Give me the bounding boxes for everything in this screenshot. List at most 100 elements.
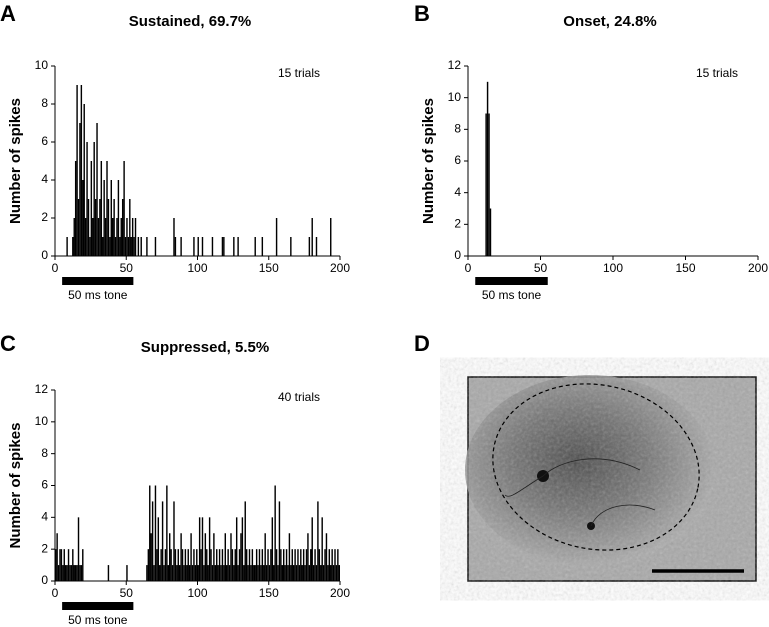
bar [318,549,321,581]
bar [186,565,188,581]
bar [103,180,105,256]
bar [238,549,241,581]
bar [220,565,222,581]
bar [244,501,246,581]
bar [248,549,251,581]
bar [204,533,207,581]
x-tick-label: 50 [120,586,134,600]
bar [325,533,328,581]
bar [80,565,83,581]
bar [217,565,219,581]
x-tick-label: 50 [534,261,548,275]
x-tick-label: 200 [748,261,768,275]
bar [110,180,112,256]
bar [485,113,487,256]
bar [268,565,271,581]
bar [174,549,177,581]
bar [77,517,80,581]
bar [96,123,98,256]
bar [330,565,332,581]
bar [221,237,224,256]
dendrites [504,458,656,527]
bar [177,549,179,581]
x-tick-label: 150 [259,261,279,275]
bar [87,199,90,256]
bar [56,533,58,581]
chart-title: Onset, 24.8% [563,13,656,30]
bar [181,549,184,581]
bar [187,549,189,581]
bar [183,565,185,581]
bar [274,485,276,581]
bar [295,565,298,581]
x-tick-label: 0 [52,261,59,275]
bar [153,565,155,581]
bar [287,565,289,581]
bar [331,549,333,581]
bar [270,549,272,581]
bar [284,565,286,581]
bar [157,517,160,581]
y-tick-label: 2 [454,217,461,231]
y-tick-label: 6 [454,153,461,167]
bar [332,565,335,581]
bar [218,549,221,581]
bar [253,565,255,581]
bar [308,565,311,581]
bar [335,565,338,581]
bar [77,199,80,256]
bar [305,549,308,581]
bar [312,565,315,581]
bar [150,533,152,581]
bar [167,565,169,581]
bar [107,565,110,581]
bar [178,565,181,581]
bar [120,218,122,256]
y-tick-label: 4 [454,185,461,199]
bar [328,549,331,581]
bar [255,549,258,581]
bar [258,549,261,581]
bar [314,549,316,581]
x-tick-label: 200 [330,586,350,600]
bar [70,565,73,581]
bar [112,218,114,256]
bar [301,565,303,581]
x-tick-label: 200 [330,261,350,275]
bar [265,565,268,581]
bar [104,218,107,256]
y-tick-label: 12 [448,58,462,72]
bar [180,237,182,256]
bar [173,501,175,581]
bar [241,517,244,581]
y-axis-label: Number of spikes [420,98,437,224]
bar [280,549,282,581]
bar [302,549,305,581]
bar [161,501,164,581]
bar [278,501,281,581]
bar [210,549,212,581]
bar [231,549,234,581]
bar [304,565,306,581]
bar [233,237,235,256]
bar [92,218,94,256]
bar [227,549,229,581]
bar [194,565,197,581]
boundary [492,383,700,551]
bar [137,237,140,256]
bar [208,517,211,581]
bar [198,517,201,581]
bar [207,565,209,581]
y-tick-label: 8 [41,96,48,110]
y-tick-label: 6 [41,478,48,492]
bar [216,549,218,581]
bar [240,533,242,581]
stimulus-bar [475,277,548,285]
bar [247,565,249,581]
bar [257,565,259,581]
bar [233,565,235,581]
bar [114,237,117,256]
bar [223,237,225,256]
panel-letter: A [0,1,16,26]
y-tick-label: 0 [454,248,461,262]
